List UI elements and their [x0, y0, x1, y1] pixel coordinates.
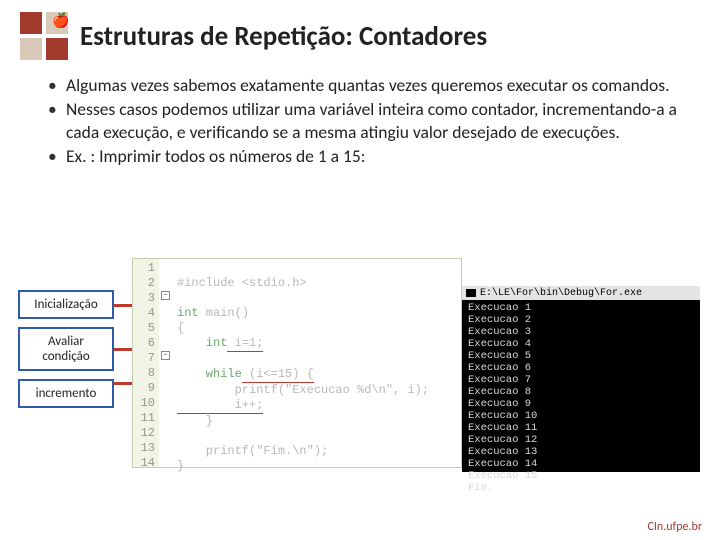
- line-gutter: 123 456 789 101112 1314: [133, 259, 159, 467]
- fold-icon: -: [161, 291, 170, 300]
- page-title: Estruturas de Repetição: Contadores: [80, 20, 487, 53]
- label-inc: incremento: [18, 379, 114, 408]
- label-cond: Avaliar condição: [18, 327, 114, 371]
- annotation-labels: Inicialização Avaliar condição increment…: [18, 290, 114, 408]
- bullet-item: Nesses casos podemos utilizar uma variáv…: [48, 98, 684, 143]
- apple-icon: 🍎: [52, 14, 66, 28]
- terminal-output: Execucao 1Execucao 2 Execucao 3Execucao …: [462, 300, 700, 496]
- terminal-titlebar: E:\LE\For\bin\Debug\For.exe: [462, 286, 700, 300]
- label-init: Inicialização: [18, 290, 114, 319]
- bullet-item: Algumas vezes sabemos exatamente quantas…: [48, 74, 684, 96]
- fold-icon: -: [161, 351, 170, 360]
- terminal-window: E:\LE\For\bin\Debug\For.exe Execucao 1Ex…: [462, 286, 700, 472]
- bullet-item: Ex. : Imprimir todos os números de 1 a 1…: [48, 145, 684, 167]
- footer-link: CIn.ufpe.br: [647, 520, 702, 534]
- code-editor: 123 456 789 101112 1314 - - #include <st…: [132, 258, 462, 468]
- code-body: #include <stdio.h> int main() { int i=1;…: [173, 259, 433, 467]
- fold-column: - -: [159, 259, 173, 467]
- bullet-list: Algumas vezes sabemos exatamente quantas…: [0, 68, 720, 168]
- logo: 🍎: [20, 12, 68, 60]
